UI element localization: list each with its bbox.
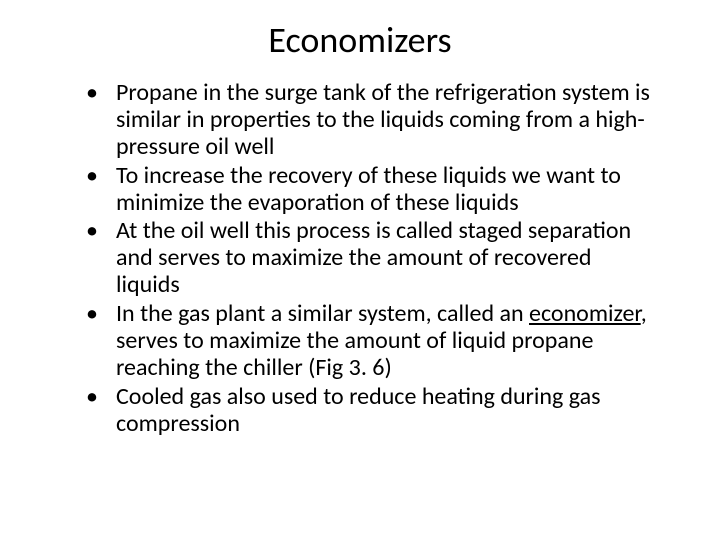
- bullet-item: To increase the recovery of these liquid…: [86, 163, 660, 217]
- bullet-text: To increase the recovery of these liquid…: [116, 161, 621, 217]
- bullet-item: Cooled gas also used to reduce heating d…: [86, 384, 660, 438]
- bullet-text: Propane in the surge tank of the refrige…: [116, 78, 650, 161]
- bullet-item: At the oil well this process is called s…: [86, 218, 660, 299]
- slide-title: Economizers: [0, 0, 720, 70]
- bullet-item: Propane in the surge tank of the refrige…: [86, 80, 660, 161]
- bullet-text: Cooled gas also used to reduce heating d…: [116, 382, 601, 438]
- slide-body: Propane in the surge tank of the refrige…: [0, 70, 720, 437]
- slide: Economizers Propane in the surge tank of…: [0, 0, 720, 540]
- bullet-text-underlined: economizer: [529, 299, 641, 328]
- bullet-text: At the oil well this process is called s…: [116, 216, 631, 299]
- bullet-text-prefix: In the gas plant a similar system, calle…: [116, 299, 529, 328]
- bullet-list: Propane in the surge tank of the refrige…: [86, 80, 660, 437]
- bullet-item: In the gas plant a similar system, calle…: [86, 301, 660, 382]
